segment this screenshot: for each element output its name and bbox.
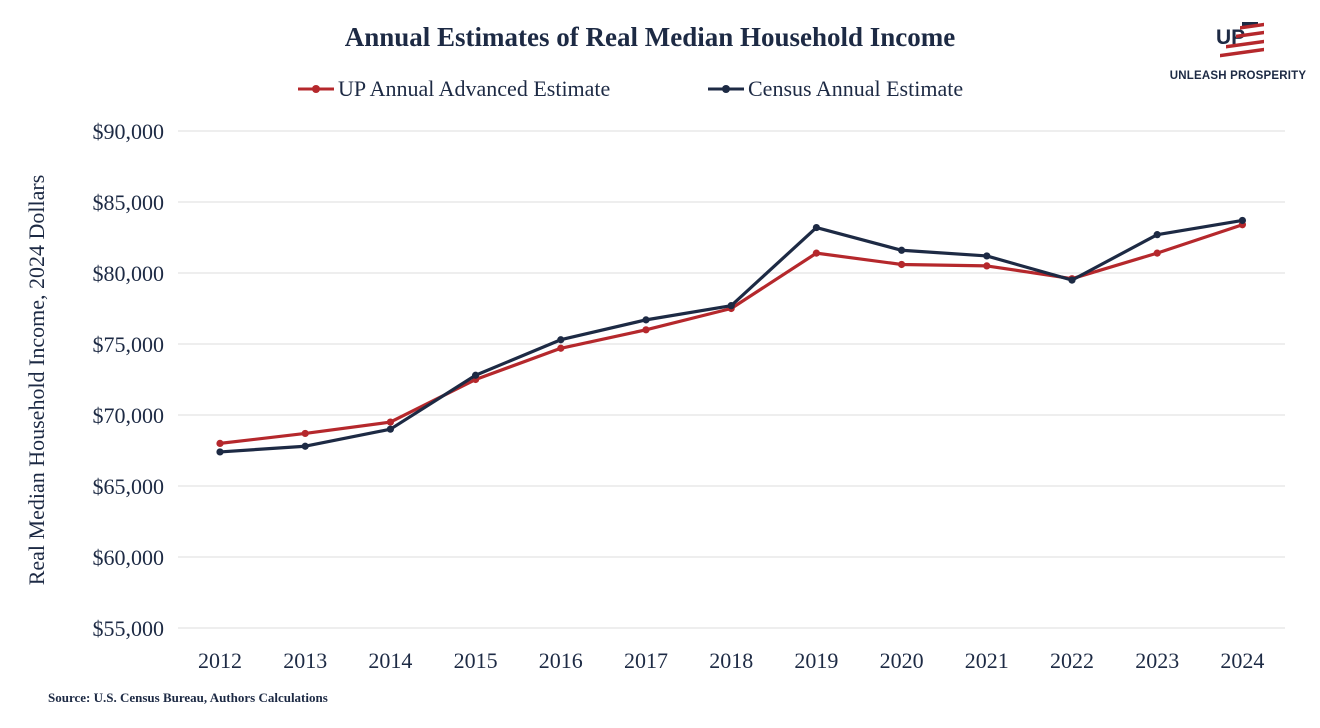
legend-label-up-estimate: UP Annual Advanced Estimate	[338, 76, 611, 101]
data-point	[386, 418, 394, 426]
logo-wordmark: UNLEASH PROSPERITY	[1169, 70, 1307, 82]
source-note: Source: U.S. Census Bureau, Authors Calc…	[48, 690, 328, 705]
x-tick-label: 2014	[368, 648, 412, 673]
data-point	[386, 425, 394, 433]
data-point	[983, 252, 991, 260]
legend-item-up-estimate: UP Annual Advanced Estimate	[296, 74, 610, 104]
data-point	[642, 316, 650, 324]
data-point	[301, 429, 309, 438]
x-tick-label: 2017	[624, 648, 668, 673]
y-tick-label: $85,000	[93, 190, 165, 215]
data-point	[1238, 216, 1246, 225]
data-point	[898, 246, 906, 254]
legend-item-census-estimate: Census Annual Estimate	[706, 74, 963, 104]
legend-swatch-census-estimate	[708, 85, 744, 93]
series-census-estimate	[216, 216, 1246, 456]
x-tick-label: 2012	[198, 648, 242, 673]
legend-swatch-up-estimate	[298, 85, 334, 93]
data-point	[812, 223, 821, 232]
data-point	[216, 448, 224, 456]
series-up-estimate	[216, 221, 1246, 447]
x-tick-label: 2022	[1050, 648, 1094, 673]
y-tick-label: $60,000	[93, 545, 165, 570]
data-point	[642, 326, 650, 334]
data-point	[898, 260, 906, 269]
y-tick-label: $65,000	[93, 474, 165, 499]
series-line	[219, 223, 1243, 445]
data-point	[1068, 276, 1076, 284]
y-tick-label: $75,000	[93, 332, 165, 357]
svg-text:UP: UP	[1216, 26, 1245, 49]
data-point	[983, 262, 991, 270]
data-point	[472, 371, 480, 379]
unleash-prosperity-logo: UP UNLEASH PROSPERITY	[1168, 12, 1308, 107]
data-point	[727, 302, 735, 310]
x-tick-label: 2020	[880, 648, 924, 673]
data-point	[216, 439, 224, 447]
legend-label-census-estimate: Census Annual Estimate	[748, 76, 964, 101]
x-tick-label: 2015	[454, 648, 498, 673]
data-point	[557, 344, 565, 352]
x-tick-label: 2019	[794, 648, 838, 673]
legend: UP Annual Advanced Estimate Census Annua…	[0, 74, 1300, 104]
up-flag-logo-icon: UP	[1216, 22, 1264, 58]
series-line	[219, 218, 1243, 454]
chart-title: Annual Estimates of Real Median Househol…	[344, 22, 956, 52]
x-tick-label: 2013	[283, 648, 327, 673]
data-point	[301, 442, 309, 450]
data-point	[1153, 231, 1161, 239]
data-point	[1153, 249, 1161, 257]
x-tick-label: 2023	[1135, 648, 1179, 673]
y-tick-label: $90,000	[93, 119, 165, 144]
data-point	[557, 336, 565, 344]
x-tick-label: 2021	[965, 648, 1009, 673]
x-tick-label: 2018	[709, 648, 753, 673]
x-tick-label: 2016	[539, 648, 583, 673]
x-tick-label: 2024	[1220, 648, 1264, 673]
y-tick-label: $80,000	[93, 261, 165, 286]
data-point	[812, 249, 821, 257]
y-tick-label: $55,000	[93, 616, 165, 641]
y-tick-label: $70,000	[93, 403, 165, 428]
